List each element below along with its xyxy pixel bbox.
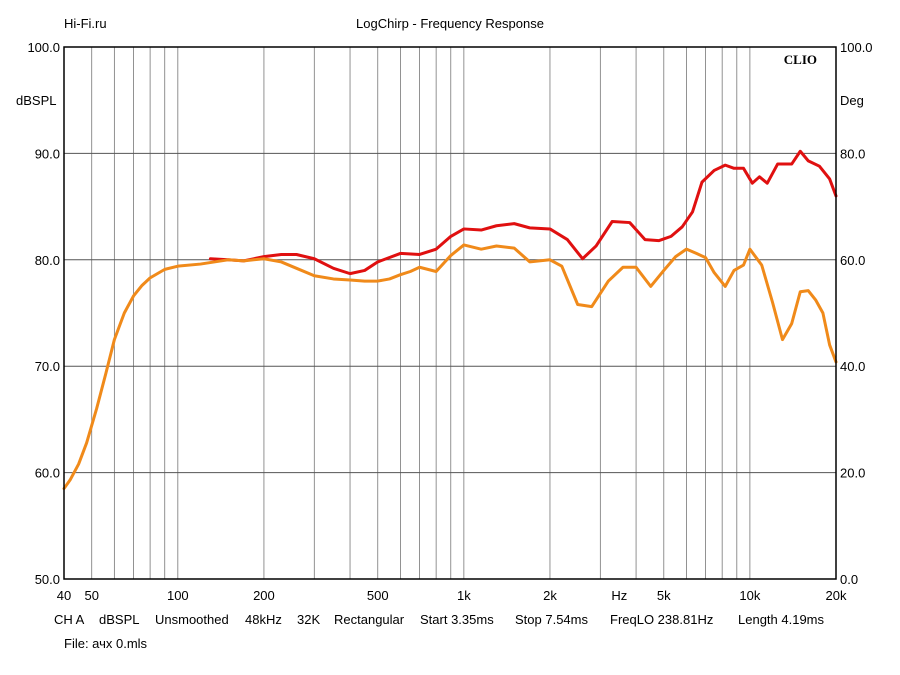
measurement-param: Stop 7.54ms <box>515 612 588 627</box>
measurement-param: dBSPL <box>99 612 140 627</box>
grid <box>64 46 837 580</box>
measurement-param: Length 4.19ms <box>738 612 825 627</box>
x-tick-label: 200 <box>253 588 275 603</box>
file-name: File: ачх 0.mls <box>64 636 148 651</box>
response-curve <box>62 243 838 491</box>
axis-labels: 50.0 0.0 60.0 20.0 70.0 40.0 80.0 60.0 90.0 80.0 1… <box>16 40 873 603</box>
x-tick-label: 2k <box>543 588 557 603</box>
y-tick-label: 50.0 <box>35 572 60 587</box>
y-tick-label: 60.0 <box>35 466 60 481</box>
x-tick-label: 1k <box>457 588 471 603</box>
y-axis-label: dBSPL <box>16 93 56 108</box>
y-tick-label: 90.0 <box>35 146 60 161</box>
clio-brand: CLIO <box>784 52 817 67</box>
y-tick-label: 100.0 <box>27 40 60 55</box>
plot-frame <box>63 46 837 580</box>
measurement-param: FreqLO 238.81Hz <box>610 612 714 627</box>
x-tick-label: 50 <box>84 588 98 603</box>
measurement-param: CH A <box>54 612 85 627</box>
x-tick-label: 40 <box>57 588 71 603</box>
x-tick-label: 500 <box>367 588 389 603</box>
y-tick-label: 70.0 <box>35 359 60 374</box>
measurement-param: 32K <box>297 612 321 627</box>
x-tick-label: 100 <box>167 588 189 603</box>
measurement-param: Rectangular <box>334 612 405 627</box>
x-tick-label: 5k <box>657 588 671 603</box>
x-unit-label: Hz <box>611 588 627 603</box>
y2-axis-label: Deg <box>840 93 864 108</box>
y-tick-label: 80.0 <box>35 253 60 268</box>
measurement-param: Unsmoothed <box>155 612 229 627</box>
y2-tick-label: 40.0 <box>840 359 865 374</box>
measurement-param: Start 3.35ms <box>420 612 494 627</box>
x-tick-label: 20k <box>826 588 847 603</box>
y2-tick-label: 100.0 <box>840 40 873 55</box>
y2-tick-label: 20.0 <box>840 466 865 481</box>
chart-title: LogChirp - Frequency Response <box>356 16 544 31</box>
y2-tick-label: 60.0 <box>840 253 865 268</box>
y2-tick-label: 80.0 <box>840 146 865 161</box>
response-curve <box>208 149 838 276</box>
measurement-param: 48kHz <box>245 612 282 627</box>
x-tick-label: 10k <box>739 588 760 603</box>
site-label: Hi-Fi.ru <box>64 16 107 31</box>
series-layer <box>62 149 838 491</box>
y2-tick-label: 0.0 <box>840 572 858 587</box>
